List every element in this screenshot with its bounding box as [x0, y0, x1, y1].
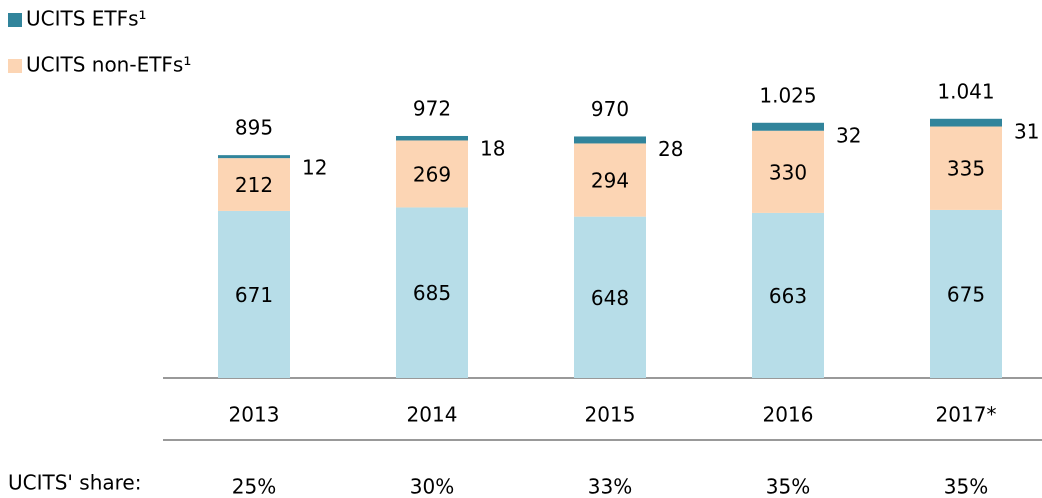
x-tick-label: 2013	[229, 403, 280, 427]
bar-segment	[752, 122, 824, 131]
data-label: 12	[302, 156, 327, 180]
x-tick-label: 2016	[763, 403, 814, 427]
bar-segment	[396, 140, 468, 208]
bar-segment	[218, 155, 290, 159]
share-value: 35%	[766, 475, 810, 498]
data-label: 663	[769, 284, 807, 308]
data-label: 31	[1014, 119, 1039, 143]
share-value: 33%	[588, 475, 632, 498]
data-label: 335	[947, 157, 985, 181]
share-value: 30%	[410, 475, 454, 498]
total-label: 1.025	[759, 83, 816, 107]
bar-segment	[396, 207, 468, 378]
data-label: 675	[947, 282, 985, 306]
total-label: 970	[591, 97, 629, 121]
share-label: UCITS' share:	[8, 471, 141, 495]
total-label: 895	[235, 116, 273, 140]
total-label: 1.041	[937, 79, 994, 103]
data-label: 330	[769, 160, 807, 184]
data-label: 671	[235, 283, 273, 307]
data-label: 28	[658, 137, 683, 161]
bar-segment	[930, 118, 1002, 127]
bar-segment	[752, 212, 824, 378]
bar-segment	[218, 210, 290, 378]
bar-segment	[574, 216, 646, 378]
bar-segment	[574, 136, 646, 144]
legend-label: UCITS non-ETFs¹	[26, 53, 191, 77]
data-label: 269	[413, 162, 451, 186]
data-label: 18	[480, 136, 505, 160]
legend-swatch	[8, 13, 22, 27]
x-tick-label: 2017*	[936, 403, 997, 427]
data-label: 212	[235, 173, 273, 197]
x-tick-label: 2014	[407, 403, 458, 427]
data-label: 685	[413, 281, 451, 305]
x-tick-label: 2015	[585, 403, 636, 427]
total-label: 972	[413, 96, 451, 120]
legend-label: UCITS ETFs¹	[26, 7, 147, 31]
bar-segment	[218, 158, 290, 211]
data-label: 648	[591, 286, 629, 310]
data-label: 294	[591, 169, 629, 193]
bar-segment	[574, 143, 646, 217]
share-value: 35%	[944, 475, 988, 498]
bar-segment	[752, 130, 824, 213]
bar-segment	[930, 126, 1002, 210]
bar-segment	[396, 135, 468, 141]
bar-segment	[930, 209, 1002, 378]
data-label: 32	[836, 123, 861, 147]
share-value: 25%	[232, 475, 276, 498]
legend-swatch	[8, 59, 22, 73]
